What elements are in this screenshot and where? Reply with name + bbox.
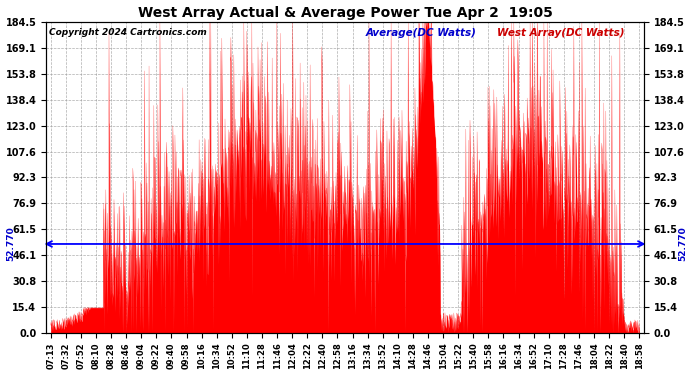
Text: West Array(DC Watts): West Array(DC Watts)	[497, 28, 625, 38]
Text: 52.770: 52.770	[6, 226, 14, 261]
Text: Average(DC Watts): Average(DC Watts)	[366, 28, 477, 38]
Title: West Array Actual & Average Power Tue Apr 2  19:05: West Array Actual & Average Power Tue Ap…	[137, 6, 553, 20]
Text: 52.770: 52.770	[678, 226, 687, 261]
Text: Copyright 2024 Cartronics.com: Copyright 2024 Cartronics.com	[49, 28, 207, 38]
